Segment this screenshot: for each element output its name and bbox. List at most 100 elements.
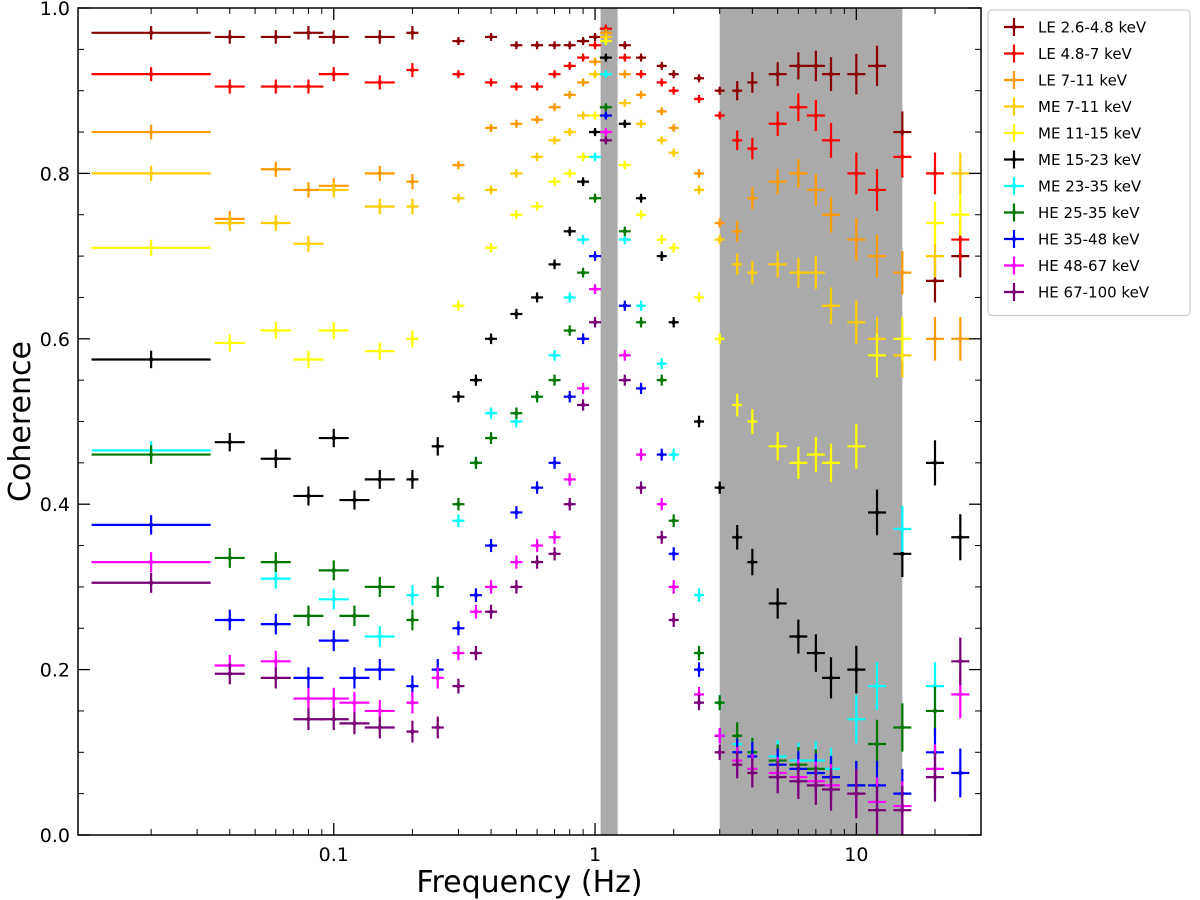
data-point — [452, 621, 465, 636]
data-marker — [534, 84, 540, 89]
data-point — [806, 765, 825, 805]
data-point — [452, 37, 465, 46]
data-marker — [659, 237, 664, 242]
data-point — [656, 234, 667, 245]
data-marker — [273, 167, 278, 172]
data-marker — [580, 55, 586, 60]
data-marker — [377, 34, 382, 40]
data-marker — [828, 460, 834, 466]
series-2 — [91, 24, 970, 261]
data-marker — [796, 460, 801, 466]
series-layer — [91, 24, 970, 835]
data-point — [318, 560, 349, 581]
data-point — [548, 456, 561, 469]
data-marker — [775, 444, 780, 449]
data-marker — [735, 138, 740, 143]
data-marker — [900, 807, 905, 813]
data-marker — [273, 621, 278, 627]
data-marker — [567, 477, 572, 482]
series-11 — [91, 136, 970, 835]
data-marker — [580, 80, 586, 85]
data-marker — [580, 336, 586, 341]
y-axis-title: Coherence — [3, 341, 38, 502]
data-marker — [603, 129, 609, 135]
data-marker — [435, 584, 440, 590]
data-point — [636, 300, 647, 311]
data-point — [577, 111, 590, 120]
data-marker — [750, 270, 755, 275]
data-point — [868, 169, 887, 211]
data-marker — [534, 394, 540, 399]
data-point — [510, 407, 523, 419]
data-point — [589, 284, 602, 295]
data-marker — [552, 460, 557, 466]
data-marker — [932, 253, 938, 259]
data-marker — [900, 336, 905, 341]
data-marker — [273, 576, 278, 581]
data-point — [469, 588, 482, 603]
data-point — [531, 41, 544, 50]
data-marker — [622, 229, 628, 234]
data-point — [668, 580, 679, 594]
data-marker — [813, 113, 819, 118]
data-marker — [717, 113, 722, 118]
data-point — [469, 645, 482, 661]
data-marker — [488, 34, 494, 40]
data-marker — [813, 187, 819, 193]
data-marker — [377, 725, 382, 730]
data-point — [318, 708, 349, 731]
data-marker — [580, 402, 586, 408]
data-marker — [735, 733, 740, 738]
data-point — [577, 152, 590, 162]
data-point — [847, 695, 866, 744]
data-point — [563, 292, 576, 303]
data-marker — [874, 253, 880, 259]
data-point — [531, 201, 544, 211]
data-point — [951, 152, 970, 195]
data-point — [214, 663, 245, 685]
data-marker — [775, 774, 780, 780]
data-marker — [796, 634, 801, 639]
data-marker — [638, 386, 644, 391]
data-marker — [750, 770, 755, 776]
data-marker — [900, 551, 905, 557]
data-point — [868, 662, 887, 711]
data-marker — [874, 807, 880, 813]
data-point — [847, 645, 866, 694]
data-marker — [273, 659, 278, 664]
legend-marker-dot — [1011, 130, 1017, 136]
data-marker — [671, 320, 676, 325]
data-marker — [410, 617, 415, 623]
data-marker — [227, 34, 232, 40]
data-point — [510, 119, 523, 128]
data-point — [636, 382, 647, 395]
data-marker — [671, 551, 676, 557]
data-point — [531, 481, 544, 494]
data-point — [548, 530, 561, 544]
data-point — [531, 82, 544, 91]
data-point — [732, 130, 743, 151]
data-point — [822, 657, 841, 699]
data-point — [589, 317, 602, 328]
data-marker — [874, 741, 880, 747]
data-point — [668, 613, 679, 627]
data-marker — [331, 34, 336, 40]
data-point — [406, 330, 419, 348]
data-point — [636, 53, 647, 62]
legend-label: HE 35-48 keV — [1038, 231, 1140, 249]
data-point — [452, 391, 465, 403]
data-marker — [717, 336, 722, 341]
data-point — [452, 160, 465, 170]
data-point — [563, 90, 576, 99]
data-marker — [273, 675, 278, 681]
data-point — [510, 169, 523, 178]
data-marker — [273, 34, 278, 40]
data-marker — [377, 477, 382, 482]
data-marker — [534, 543, 540, 548]
data-marker — [828, 138, 834, 143]
data-marker — [735, 262, 740, 267]
data-point — [260, 613, 291, 635]
data-marker — [874, 683, 880, 689]
data-marker — [592, 59, 598, 64]
